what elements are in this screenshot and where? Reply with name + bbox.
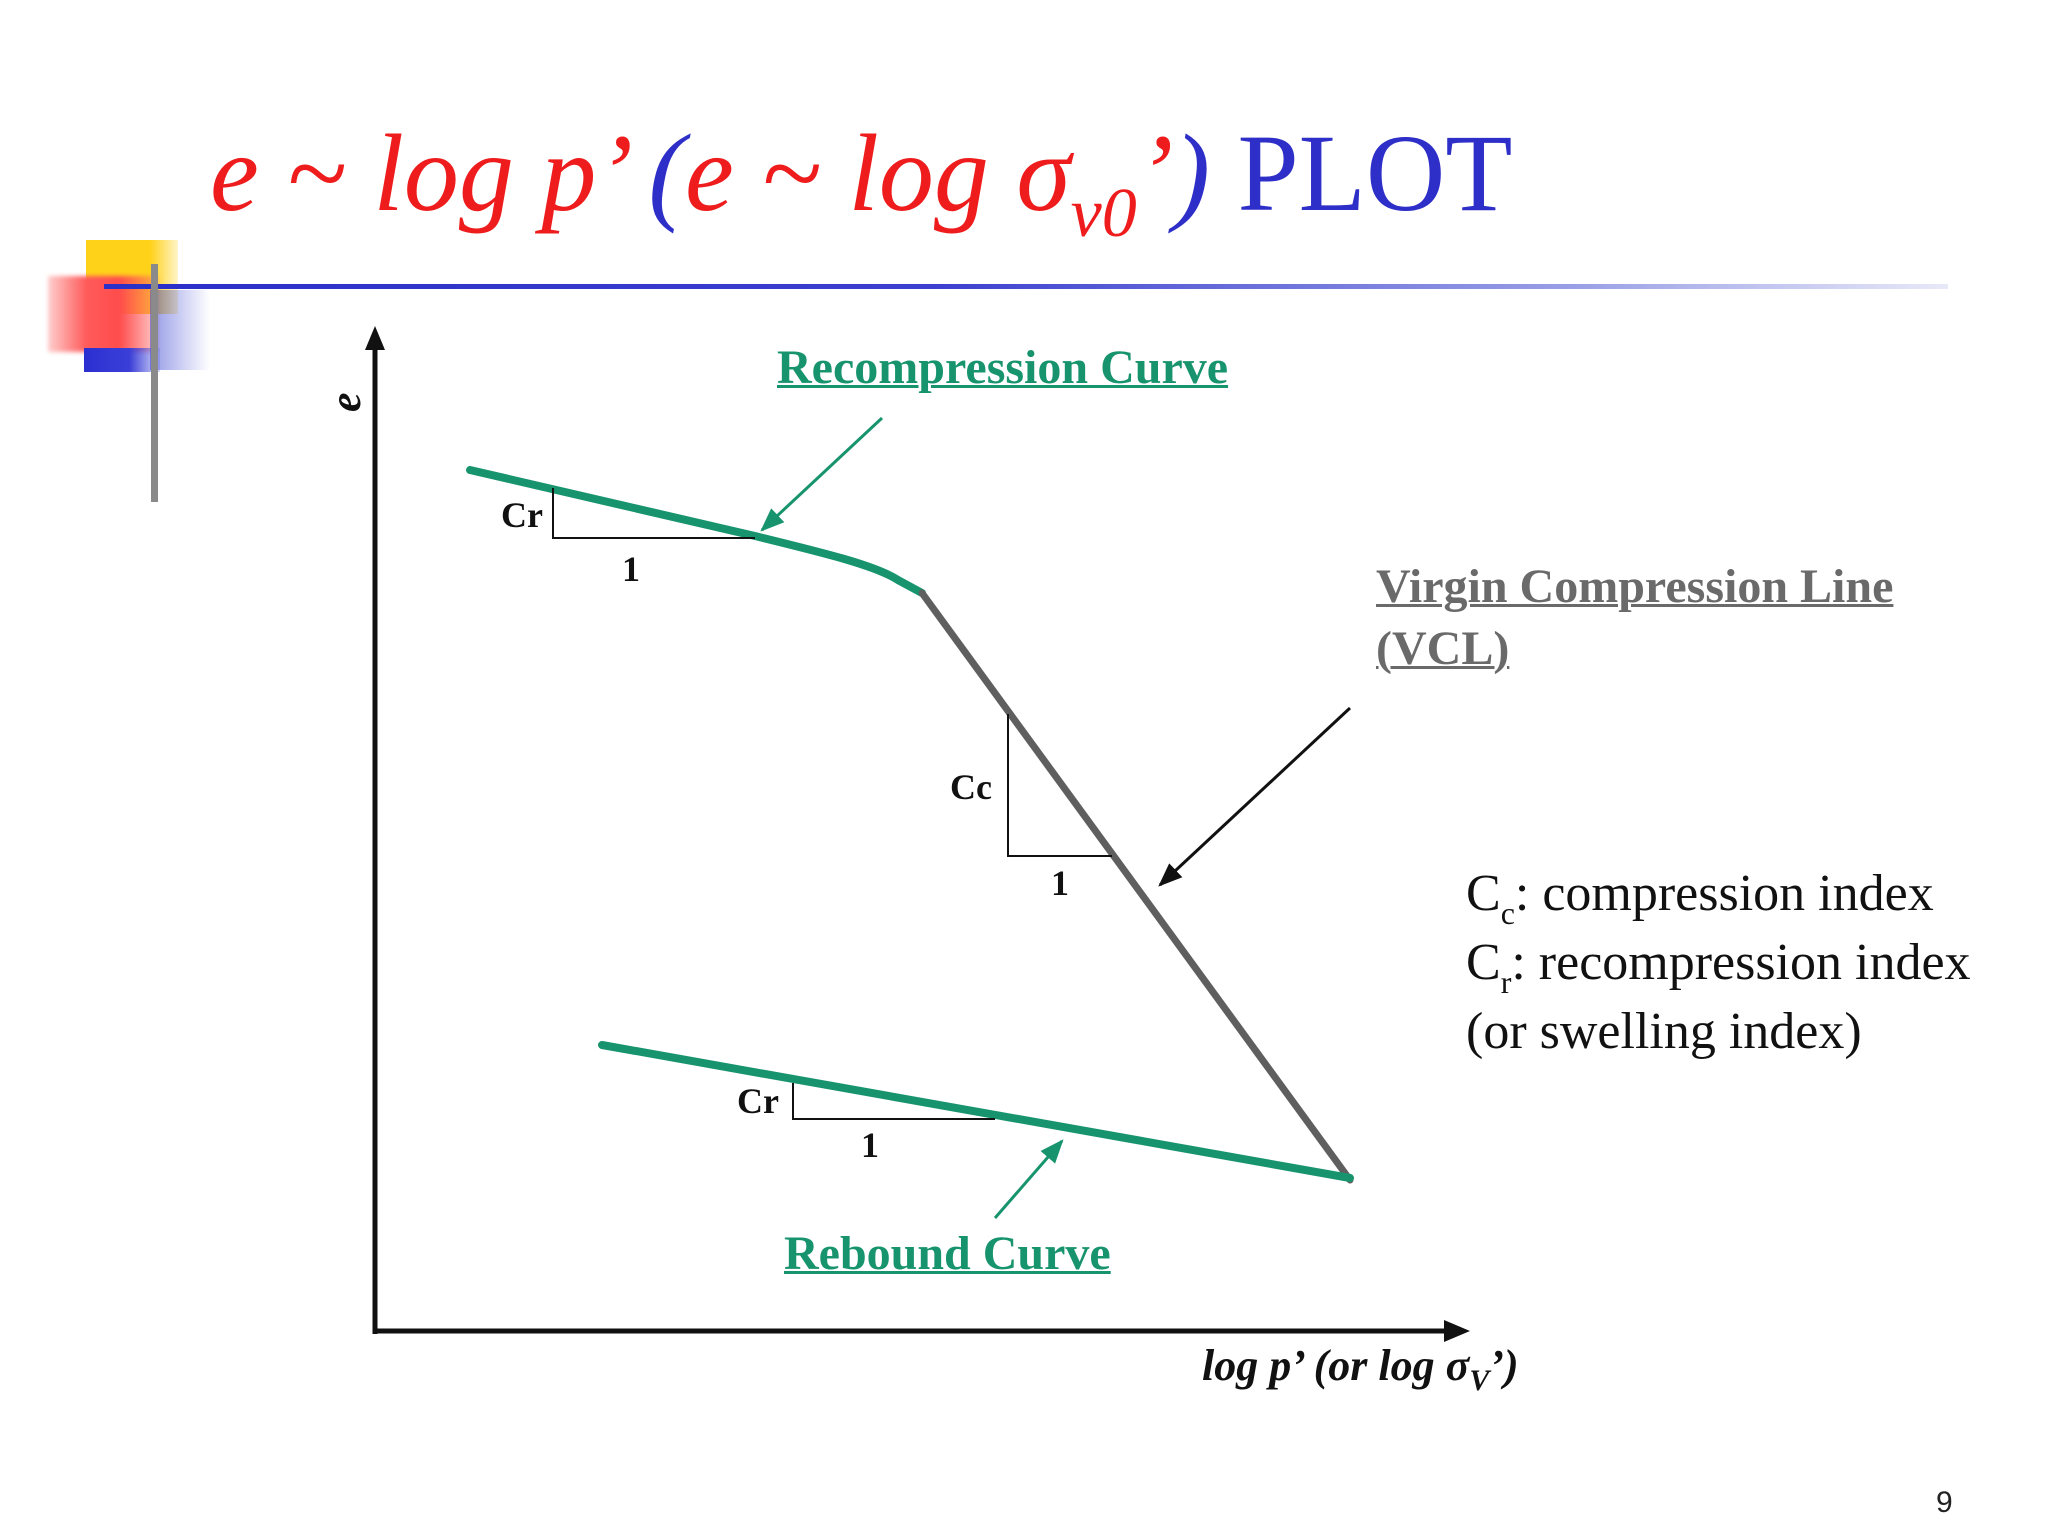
x-axis-label-main: log p’ (or log σ bbox=[1202, 1341, 1470, 1390]
legend-cc-symbol: C bbox=[1466, 865, 1501, 922]
x-axis-label: log p’ (or log σV’) bbox=[1202, 1340, 1519, 1397]
recompression-curve bbox=[466, 466, 926, 597]
legend-cc-text: : compression index bbox=[1514, 865, 1934, 922]
recompression-pointer-arrow bbox=[760, 416, 884, 532]
title-open-paren: ( bbox=[648, 112, 685, 234]
decor-blue-glow bbox=[150, 290, 210, 370]
title-underline-rule bbox=[104, 284, 1948, 289]
vcl-label-line1: Virgin Compression Line bbox=[1376, 560, 1894, 613]
x-axis-label-end: ’) bbox=[1489, 1341, 1519, 1390]
decor-blue-block bbox=[84, 348, 160, 372]
cc-label: Cc bbox=[950, 767, 992, 807]
legend-cr-subscript: r bbox=[1500, 964, 1512, 1000]
one-label-bottom: 1 bbox=[861, 1125, 879, 1165]
cr-slope-triangle-bottom bbox=[792, 1083, 995, 1120]
virgin-compression-line bbox=[918, 589, 1354, 1184]
title-prime: ’ bbox=[1136, 112, 1174, 234]
title-part-e-log-sigma: e ~ log σ bbox=[684, 112, 1071, 234]
cr-slope-triangle-top bbox=[552, 488, 755, 539]
rebound-pointer-arrow bbox=[993, 1139, 1064, 1219]
title-close-paren: ) bbox=[1173, 112, 1210, 234]
index-legend: Cc: compression index Cr: recompression … bbox=[1466, 862, 1971, 1064]
rebound-curve-label: Rebound Curve bbox=[784, 1227, 1111, 1280]
one-label-top: 1 bbox=[622, 549, 640, 589]
vcl-pointer-arrow bbox=[1158, 706, 1352, 887]
y-axis-label: e bbox=[321, 392, 370, 412]
title-part-e-log-p: e ~ log p’ bbox=[210, 112, 649, 234]
legend-swelling-line: (or swelling index) bbox=[1466, 1003, 1862, 1060]
vcl-label-line2: (VCL) bbox=[1376, 622, 1510, 675]
y-axis-arrowhead bbox=[365, 326, 385, 350]
rebound-curve bbox=[598, 1041, 1354, 1182]
cr-label-top: Cr bbox=[501, 495, 543, 535]
one-label-mid: 1 bbox=[1051, 863, 1069, 903]
page-number: 9 bbox=[1936, 1486, 1953, 1519]
legend-cr-line: Cr: recompression index bbox=[1466, 931, 1971, 1000]
cr-label-bottom: Cr bbox=[737, 1081, 779, 1121]
vcl-label: Virgin Compression Line (VCL) bbox=[1376, 556, 1893, 680]
decor-vertical-bar bbox=[151, 264, 158, 502]
legend-cr-text: : recompression index bbox=[1511, 934, 1971, 991]
legend-cc-line: Cc: compression index bbox=[1466, 862, 1971, 931]
title-subscript-v0: v0 bbox=[1070, 175, 1137, 252]
slide-title: e ~ log p’ (e ~ log σv0’) PLOT bbox=[210, 118, 1513, 249]
recompression-curve-label: Recompression Curve bbox=[777, 341, 1229, 394]
legend-cr-symbol: C bbox=[1466, 934, 1501, 991]
x-axis-label-subscript: V bbox=[1469, 1364, 1490, 1397]
cc-slope-triangle bbox=[1007, 714, 1112, 857]
title-plot-word: PLOT bbox=[1210, 112, 1513, 234]
legend-cc-subscript: c bbox=[1500, 895, 1515, 931]
x-axis-arrowhead bbox=[1444, 1320, 1470, 1342]
